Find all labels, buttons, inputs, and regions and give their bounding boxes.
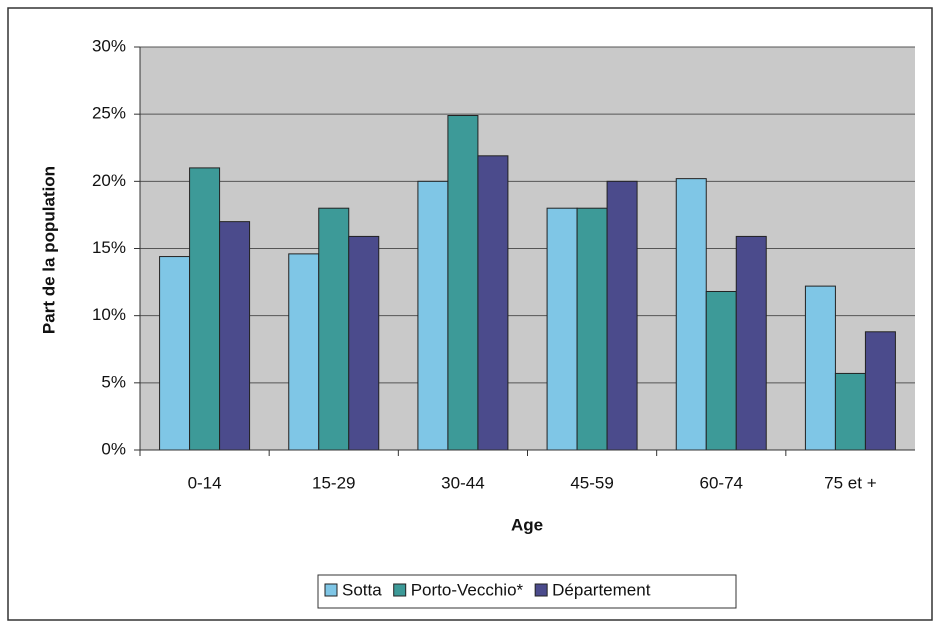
legend-box [317,574,737,609]
bar [834,372,866,451]
bar [735,235,767,451]
x-tick-label: 60-74 [700,473,743,492]
bar [546,207,578,451]
legend-swatch [534,583,548,597]
x-axis-label: Age [511,515,543,534]
y-axis-label: Part de la population [39,166,58,334]
legend-swatch [393,583,407,597]
legend-swatch [324,583,338,597]
y-tick-label: 0% [101,439,126,458]
bar [606,180,638,451]
bar [447,115,479,451]
bar [417,180,449,451]
bar [288,253,320,451]
y-tick-label: 10% [92,305,126,324]
x-tick-label: 75 et + [824,473,877,492]
bar [318,207,350,451]
x-tick-label: 45-59 [570,473,613,492]
bar [804,285,836,451]
bar [159,256,191,451]
y-tick-label: 30% [92,36,126,55]
bar [576,207,608,451]
bar [189,167,221,451]
bar [219,221,251,451]
x-tick-label: 0-14 [188,473,222,492]
legend-label: Porto-Vecchio* [411,580,524,599]
y-tick-label: 5% [101,372,126,391]
bar [705,290,737,451]
bar [864,331,896,451]
legend-label: Département [552,580,651,599]
y-tick-label: 15% [92,238,126,257]
x-tick-label: 30-44 [441,473,484,492]
bar [675,178,707,451]
y-tick-label: 20% [92,171,126,190]
bar [348,235,380,451]
x-tick-label: 15-29 [312,473,355,492]
legend-label: Sotta [342,580,382,599]
y-tick-label: 25% [92,104,126,123]
bar [477,155,509,451]
